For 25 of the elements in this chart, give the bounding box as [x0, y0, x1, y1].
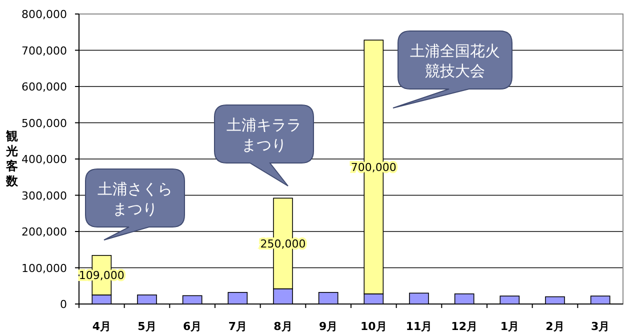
y-tick-label: 800,000: [22, 8, 67, 21]
y-tick-label: 200,000: [22, 226, 67, 238]
x-tick-label: 10月: [360, 320, 387, 333]
annotation: 土浦キララまつり: [226, 116, 302, 154]
y-tick-label: 300,000: [22, 189, 67, 202]
annotation: 土浦さくらまつり: [98, 180, 172, 218]
y-tick-label: 600,000: [22, 80, 67, 94]
y-tick-label: 500,000: [22, 116, 67, 130]
x-tick-label: 5月: [138, 320, 156, 333]
x-tick-label: 12月: [451, 320, 478, 333]
y-tick-label: 700,000: [22, 44, 67, 58]
x-tick-label: 11月: [406, 320, 432, 333]
x-tick-label: 6月: [183, 320, 202, 333]
x-tick-label: 7月: [228, 320, 247, 333]
y-tick-label: 0: [60, 298, 67, 311]
x-tick-label: 9月: [319, 320, 338, 333]
x-tick-label: 4月: [92, 320, 111, 333]
x-tick-label: 3月: [591, 320, 610, 333]
annotation: 土浦全国花火競技大会: [410, 42, 500, 80]
x-tick-label: 1月: [500, 320, 519, 333]
x-tick-label: 2月: [546, 320, 564, 333]
y-tick-label: 400,000: [22, 153, 67, 166]
x-tick-label: 8月: [274, 320, 292, 333]
y-tick-label: 100,000: [22, 262, 67, 275]
y-axis-title: 観光客数: [5, 129, 19, 188]
